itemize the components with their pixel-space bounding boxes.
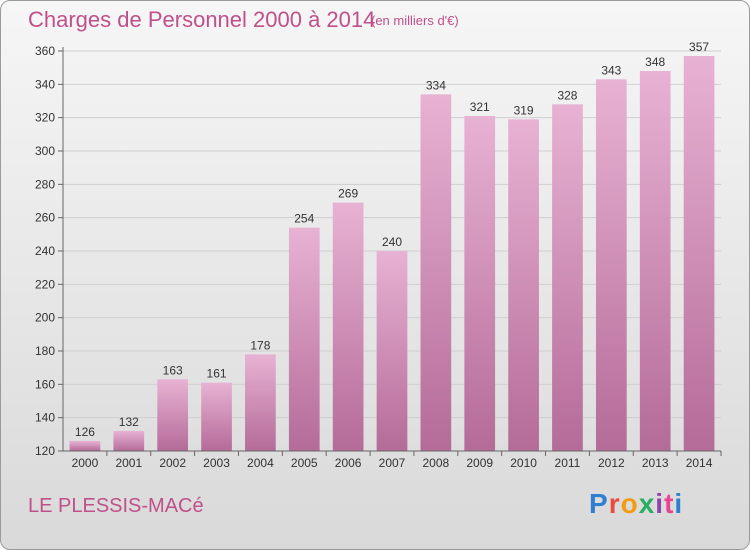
y-tick-label: 140 — [35, 411, 55, 425]
bar-value-label: 321 — [470, 100, 490, 114]
y-tick-label: 160 — [35, 377, 55, 391]
x-tick-label: 2013 — [642, 456, 669, 470]
chart-title: Charges de Personnel 2000 à 2014 — [28, 7, 376, 32]
bar-value-label: 269 — [338, 187, 358, 201]
x-tick-label: 2011 — [555, 456, 581, 470]
y-tick-label: 120 — [35, 444, 55, 458]
bar — [508, 119, 539, 451]
bar — [288, 227, 320, 451]
y-tick-label: 180 — [35, 344, 55, 358]
y-tick-label: 260 — [35, 211, 55, 225]
chart-axes: 120 140 160 180 200 220 240 260 280 300 320 340 360 2… — [35, 44, 722, 470]
x-tick-label: 2002 — [159, 456, 186, 470]
bar — [552, 104, 583, 451]
y-tick-label: 300 — [35, 144, 55, 158]
proxiti-logo[interactable]: Proxiti — [589, 488, 683, 520]
y-tick-label: 360 — [35, 44, 55, 58]
logo-letter: P — [589, 488, 609, 519]
bar — [683, 56, 715, 451]
logo-letter: x — [638, 488, 656, 519]
x-tick-label: 2010 — [510, 456, 537, 470]
logo-letter: o — [620, 488, 639, 519]
bar — [639, 71, 671, 451]
x-tick-label: 2000 — [72, 456, 99, 470]
chart-subtitle: (en milliers d'€) — [371, 13, 459, 28]
x-tick-label: 2009 — [466, 456, 493, 470]
x-tick-label: 2014 — [686, 456, 713, 470]
y-tick-label: 240 — [35, 244, 55, 258]
bar — [245, 354, 276, 451]
x-tick-label: 2003 — [203, 456, 230, 470]
bar-value-label: 254 — [294, 212, 314, 226]
bar — [69, 441, 101, 451]
x-tick-label: 2005 — [291, 456, 318, 470]
y-tick-label: 280 — [35, 177, 55, 191]
bar-value-label: 163 — [163, 363, 183, 377]
x-tick-label: 2006 — [335, 456, 362, 470]
bar-value-label: 357 — [689, 40, 709, 54]
bar — [332, 202, 364, 451]
chart-bars: 126 132 163 161 178 254 269 240 334 321 319 328 343 3… — [69, 40, 715, 451]
logo-letter: i — [674, 488, 684, 519]
x-tick-label: 2007 — [379, 456, 406, 470]
bar — [376, 251, 408, 451]
bar — [113, 431, 145, 451]
bar-value-label: 240 — [382, 235, 402, 249]
bar — [201, 382, 232, 451]
logo-letter: t — [664, 488, 675, 519]
bar — [595, 79, 627, 451]
bar-value-label: 348 — [645, 55, 665, 69]
y-tick-label: 200 — [35, 311, 55, 325]
bar-value-label: 132 — [119, 415, 139, 429]
bar-value-label: 126 — [75, 425, 95, 439]
bar-value-label: 328 — [557, 88, 577, 102]
bar — [420, 94, 452, 451]
city-name: LE PLESSIS-MACé — [28, 495, 204, 517]
y-tick-label: 220 — [35, 277, 55, 291]
bar-value-label: 178 — [250, 338, 270, 352]
logo-letter: i — [655, 488, 665, 519]
y-tick-label: 340 — [35, 77, 55, 91]
logo-letter: r — [608, 488, 621, 519]
x-tick-label: 2008 — [423, 456, 450, 470]
bar-value-label: 161 — [207, 367, 227, 381]
y-tick-label: 320 — [35, 111, 55, 125]
bar-value-label: 319 — [514, 103, 534, 117]
bar-value-label: 334 — [426, 78, 446, 92]
bar — [464, 116, 496, 451]
x-tick-label: 2004 — [247, 456, 274, 470]
x-tick-label: 2012 — [598, 456, 625, 470]
bar-value-label: 343 — [601, 63, 621, 77]
x-tick-label: 2001 — [115, 456, 142, 470]
bar — [157, 379, 189, 451]
